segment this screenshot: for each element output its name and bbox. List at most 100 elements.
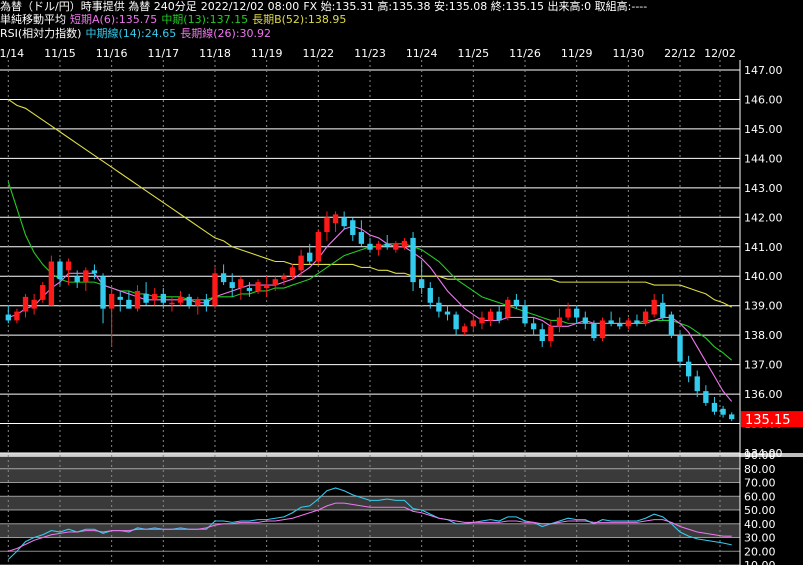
- candle-down: [530, 323, 537, 330]
- candle-down: [427, 288, 433, 303]
- price-tick-label: 136.00: [744, 388, 783, 401]
- candle-down: [367, 243, 373, 250]
- price-tick-label: 143.00: [744, 182, 783, 195]
- candle-down: [358, 232, 365, 244]
- candle-up: [255, 282, 261, 291]
- ma-legend-long: 長期B(52):138.95: [252, 13, 347, 26]
- candle-up: [263, 285, 270, 289]
- candle-up: [487, 311, 494, 321]
- candle-down: [685, 361, 692, 377]
- candle-down: [341, 217, 347, 227]
- date-tick-label: 11/29: [561, 47, 593, 60]
- candle-up: [462, 326, 468, 333]
- candle-down: [160, 293, 166, 303]
- candle-down: [729, 414, 735, 420]
- ma-legend-mid: 中期(13):137.15: [161, 13, 249, 26]
- price-tick-label: 141.00: [744, 241, 783, 254]
- candle-down: [186, 296, 192, 306]
- date-tick-label: 11/23: [354, 47, 386, 60]
- ma-legend-short: 短期A(6):135.75: [70, 13, 158, 26]
- candle-down: [410, 237, 416, 283]
- rsi-tick-label: 70.00: [744, 477, 776, 490]
- date-tick-label: 11/18: [199, 47, 231, 60]
- candle-up: [332, 214, 339, 224]
- date-tick-label: 22/12: [664, 47, 696, 60]
- price-tick-label: 144.00: [744, 152, 783, 165]
- candle-down: [720, 408, 726, 415]
- rsi-tick-label: 90.00: [744, 449, 776, 462]
- candle-down: [436, 302, 442, 312]
- quote-ohlc: FX 始:135.31 高:135.38 安:135.08 終:135.15 出…: [303, 0, 648, 13]
- candle-down: [539, 329, 545, 342]
- candle-down: [513, 299, 520, 306]
- date-tick-label: 11/26: [509, 47, 541, 60]
- candle-up: [651, 299, 657, 315]
- price-tick-label: 134.00: [744, 447, 783, 460]
- candle-up: [565, 308, 571, 318]
- rsi-legend-label: RSI(相対力指数): [0, 27, 82, 40]
- date-tick-label: 11/30: [613, 47, 645, 60]
- rsi-legend-long: 長期線(26):30.92: [180, 27, 272, 40]
- price-tick-label: 146.00: [744, 93, 783, 106]
- candle-down: [126, 299, 132, 309]
- ma-legend: 単純移動平均 短期A(6):135.75 中期(13):137.15 長期B(52):…: [0, 13, 350, 27]
- rsi-tick-label: 40.00: [744, 518, 776, 531]
- candle-up: [134, 290, 141, 309]
- candle-down: [694, 376, 700, 392]
- candle-down: [591, 323, 597, 339]
- candle-up: [548, 326, 554, 342]
- rsi-tick-label: 10.00: [744, 559, 776, 565]
- candle-up: [470, 320, 477, 327]
- candle-down: [574, 308, 580, 318]
- candle-down: [307, 252, 313, 262]
- candle-down: [5, 314, 11, 321]
- candle-up: [108, 293, 115, 309]
- candle-up: [177, 296, 184, 303]
- date-tick-label: 11/16: [96, 47, 128, 60]
- candle-up: [281, 276, 287, 280]
- candle-up: [152, 293, 158, 300]
- candle-down: [660, 302, 666, 318]
- candle-up: [212, 273, 218, 306]
- candle-down: [453, 314, 459, 330]
- candle-down: [617, 323, 623, 327]
- candle-up: [22, 296, 29, 312]
- price-tick-label: 142.00: [744, 211, 783, 224]
- candle-down: [220, 273, 227, 283]
- candle-up: [40, 285, 46, 300]
- candle-up: [625, 320, 632, 327]
- last-price-label: 135.15: [745, 413, 791, 428]
- candle-up: [83, 270, 89, 283]
- candle-up: [642, 311, 649, 324]
- candle-up: [169, 302, 175, 305]
- rsi-tick-label: 50.00: [744, 504, 776, 517]
- candle-up: [599, 320, 606, 339]
- rsi-band: [0, 496, 740, 510]
- candle-up: [324, 217, 330, 233]
- candle-down: [74, 276, 80, 283]
- candle-down: [246, 288, 253, 291]
- ma-legend-label: 単純移動平均: [0, 13, 66, 26]
- date-tick-label: 11/25: [457, 47, 489, 60]
- price-tick-label: 145.00: [744, 123, 783, 136]
- candle-up: [14, 311, 20, 321]
- quote-header: 為替（ドル/円）時事提供 為替 240分足 2022/12/02 08:00 FX …: [0, 0, 651, 14]
- candle-up: [393, 243, 399, 250]
- rsi-long-line: [8, 502, 732, 552]
- candle-up: [375, 243, 382, 250]
- candle-up: [195, 299, 201, 306]
- rsi-tick-label: 80.00: [744, 463, 776, 476]
- rsi-legend: RSI(相対力指数) 中期線(14):24.65 長期線(26):30.92: [0, 27, 275, 41]
- candle-down: [703, 391, 709, 403]
- candle-up: [65, 261, 72, 271]
- candle-down: [582, 317, 588, 324]
- candle-down: [634, 320, 640, 324]
- price-tick-label: 139.00: [744, 300, 783, 313]
- candle-up: [315, 232, 321, 262]
- candle-down: [522, 305, 528, 324]
- candle-down: [608, 320, 614, 324]
- candle-down: [57, 261, 63, 280]
- candle-up: [505, 299, 511, 318]
- candle-down: [677, 335, 683, 362]
